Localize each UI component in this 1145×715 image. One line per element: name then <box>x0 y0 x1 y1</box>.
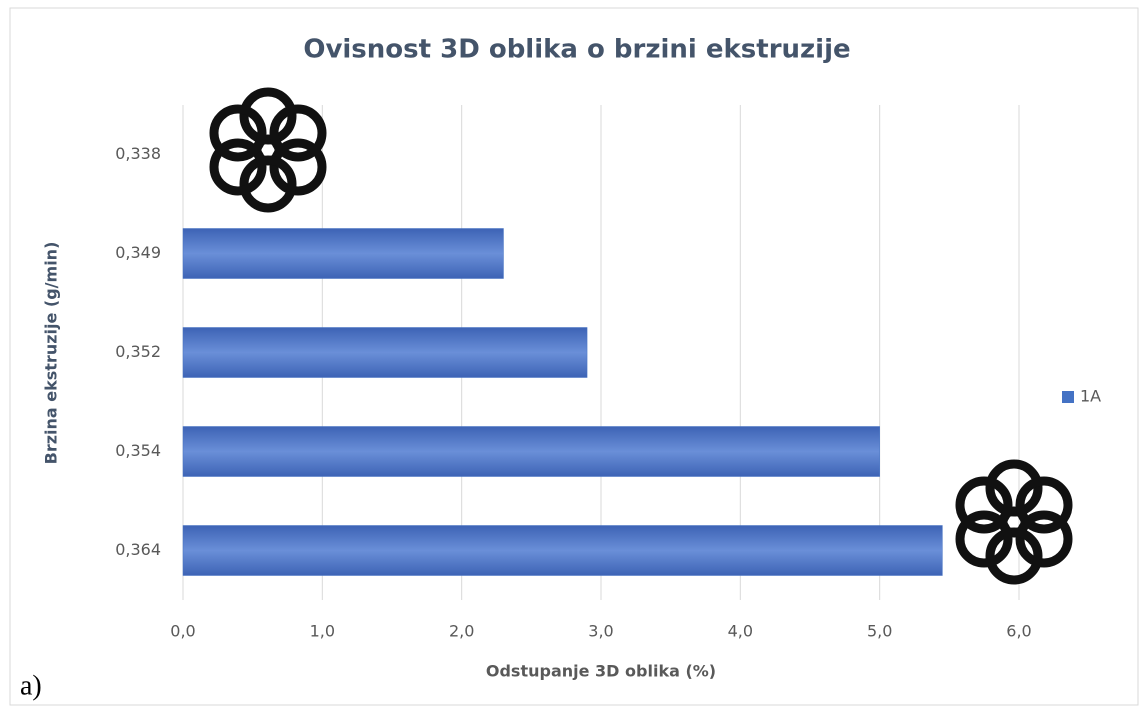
x-tick-label: 1,0 <box>310 622 335 641</box>
x-tick-label: 3,0 <box>588 622 613 641</box>
bar <box>182 228 504 279</box>
flower-icon <box>209 87 327 213</box>
y-tick-label: 0,364 <box>115 540 161 559</box>
annotation: a) <box>20 670 42 701</box>
bar <box>182 525 943 576</box>
chart-title: Ovisnost 3D oblika o brzini ekstruzije <box>303 35 850 65</box>
legend-swatch <box>1062 391 1074 403</box>
x-axis-title: Odstupanje 3D oblika (%) <box>486 662 716 681</box>
x-tick-label: 2,0 <box>449 622 474 641</box>
y-tick-label: 0,352 <box>115 342 161 361</box>
bar <box>182 426 880 477</box>
y-tick-label: 0,349 <box>115 243 161 262</box>
x-tick-label: 0,0 <box>170 622 195 641</box>
legend-label: 1A <box>1080 387 1101 406</box>
x-tick-label: 6,0 <box>1006 622 1031 641</box>
flower-icon <box>955 459 1073 585</box>
x-tick-label: 5,0 <box>867 622 892 641</box>
y-tick-label: 0,338 <box>115 144 161 163</box>
y-tick-label: 0,354 <box>115 441 161 460</box>
y-axis-title: Brzina ekstruzije (g/min) <box>42 242 61 465</box>
x-tick-label: 4,0 <box>728 622 753 641</box>
bar <box>182 327 588 378</box>
